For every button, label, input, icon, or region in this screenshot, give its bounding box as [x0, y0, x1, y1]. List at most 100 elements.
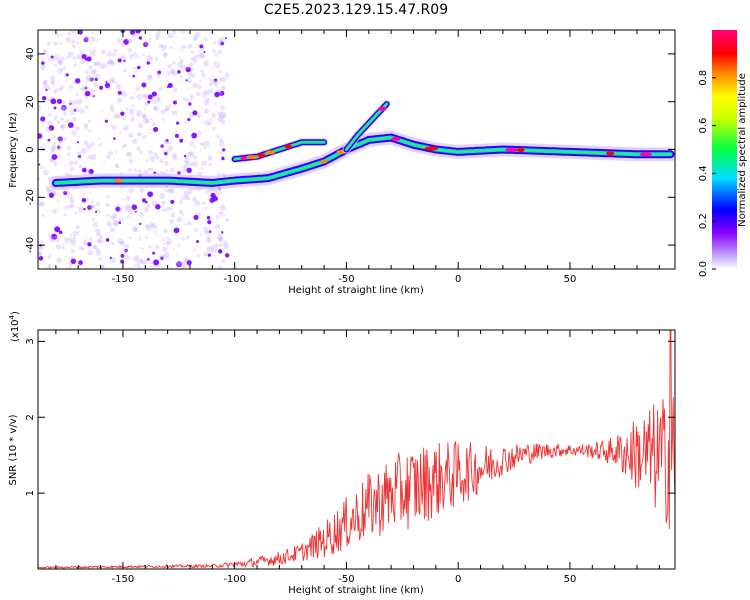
noise-dot [75, 225, 80, 230]
noise-dot [47, 138, 51, 142]
noise-dot [73, 63, 78, 67]
noise-dot [65, 37, 72, 43]
noise-dot [157, 30, 162, 34]
noise-dot [199, 142, 203, 146]
colorbar-ticks: 0.0 0.2 0.4 0.6 0.8 [698, 70, 716, 277]
noise-dot [164, 160, 169, 166]
noise-dot [150, 118, 153, 121]
noise-dot [48, 125, 55, 131]
noise-dot [58, 60, 62, 65]
noise-dot [74, 78, 81, 84]
noise-dot [166, 71, 171, 76]
noise-dot [39, 200, 45, 207]
noise-dot [164, 105, 170, 111]
noise-dot [208, 162, 212, 167]
noise-dot [68, 100, 74, 107]
noise-dot [43, 169, 50, 176]
noise-dot [168, 188, 175, 194]
noise-dot [136, 146, 141, 151]
noise-dot [128, 54, 134, 59]
noise-dot [153, 106, 158, 111]
noise-dot [92, 68, 98, 74]
noise-dot [220, 41, 225, 46]
noise-dot [220, 76, 227, 83]
noise-dot [205, 97, 211, 103]
noise-dot [207, 92, 211, 95]
noise-dot [113, 113, 120, 119]
noise-dot [212, 195, 218, 202]
noise-dot [78, 164, 83, 169]
noise-dot [53, 106, 57, 110]
snr-line [38, 330, 675, 569]
noise-dot [109, 123, 113, 126]
noise-dot [214, 64, 217, 67]
noise-dot [41, 95, 47, 101]
noise-dot [56, 257, 63, 264]
noise-dot [70, 30, 76, 34]
noise-dot [66, 55, 70, 59]
noise-dot [154, 226, 158, 230]
noise-dot [53, 115, 58, 120]
noise-dot [50, 145, 56, 151]
noise-dot [172, 86, 178, 92]
noise-dot [162, 52, 168, 58]
noise-dot [84, 86, 88, 90]
noise-dot [77, 230, 80, 233]
noise-dot [146, 74, 153, 81]
noise-dot [85, 70, 89, 75]
noise-dot [87, 76, 93, 83]
noise-dot [82, 247, 85, 251]
noise-dot [116, 204, 120, 208]
noise-dot [62, 243, 65, 246]
noise-dot [57, 154, 61, 159]
noise-dot [131, 104, 135, 108]
noise-dot [73, 81, 77, 85]
noise-dot [151, 91, 157, 97]
noise-dot [200, 72, 206, 78]
noise-dot [95, 201, 101, 206]
noise-dot [179, 59, 184, 64]
noise-dot [204, 120, 210, 126]
noise-dot [203, 37, 208, 42]
noise-dot [58, 140, 62, 144]
noise-dot [177, 80, 181, 84]
noise-dot [200, 167, 204, 170]
noise-dot [104, 119, 108, 123]
noise-dot [115, 206, 121, 212]
noise-dot [204, 108, 210, 114]
noise-dot [92, 62, 97, 67]
noise-dot [109, 215, 112, 218]
noise-dot [223, 112, 227, 116]
noise-dot [192, 35, 199, 41]
noise-dot [180, 44, 186, 50]
noise-dot [98, 142, 103, 148]
noise-dot [70, 111, 75, 116]
noise-dot [197, 114, 202, 119]
noise-dot [129, 216, 132, 219]
noise-dot [89, 237, 93, 241]
noise-dot [96, 232, 100, 237]
noise-dot [120, 54, 126, 60]
noise-dot [122, 68, 127, 73]
noise-dot [214, 91, 220, 98]
noise-dot [165, 79, 168, 82]
noise-dot [60, 56, 65, 61]
noise-dot [125, 151, 132, 158]
noise-dot [50, 80, 54, 85]
noise-dot [201, 47, 205, 51]
bottom-y-axis-label: SNR (10 * v/v) [8, 414, 19, 485]
noise-dot [97, 61, 102, 67]
noise-dot [199, 149, 202, 152]
noise-dot [70, 239, 77, 246]
noise-dot [59, 68, 63, 71]
noise-dot [57, 136, 63, 141]
noise-dot [133, 256, 139, 262]
noise-dot [217, 265, 222, 269]
noise-dot [196, 161, 199, 164]
noise-dot [220, 85, 226, 91]
noise-dot [201, 91, 208, 98]
noise-dot [90, 200, 94, 204]
noise-dot [160, 253, 164, 258]
noise-dot [89, 77, 94, 82]
noise-dot [178, 56, 181, 59]
